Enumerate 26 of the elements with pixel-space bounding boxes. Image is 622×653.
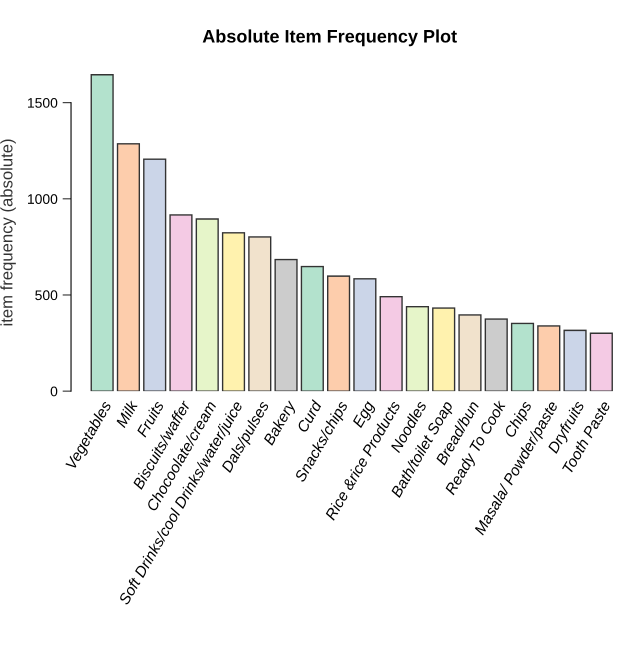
chart-title: Absolute Item Frequency Plot — [202, 29, 457, 46]
bar — [353, 278, 376, 392]
bar — [327, 275, 350, 392]
bar — [90, 74, 114, 392]
y-tick-label: 1000 — [28, 194, 58, 204]
y-axis-title: item frequency (absolute) — [0, 139, 16, 326]
y-tick-label: 0 — [50, 386, 58, 396]
bar — [116, 143, 140, 392]
bar — [274, 258, 298, 392]
bar — [196, 218, 219, 392]
bar — [510, 322, 534, 392]
bar — [300, 266, 324, 392]
y-tick-label: 500 — [35, 290, 58, 300]
bar — [563, 330, 587, 392]
bar — [484, 318, 508, 392]
bar — [458, 314, 482, 392]
bar — [590, 332, 613, 392]
bar — [248, 236, 272, 392]
bar — [432, 307, 456, 392]
bar — [143, 158, 166, 392]
y-tick-label: 1500 — [28, 98, 58, 108]
bar — [406, 306, 430, 392]
bar — [537, 325, 560, 392]
bar — [222, 232, 246, 392]
bar — [380, 296, 403, 392]
bar — [169, 214, 193, 392]
